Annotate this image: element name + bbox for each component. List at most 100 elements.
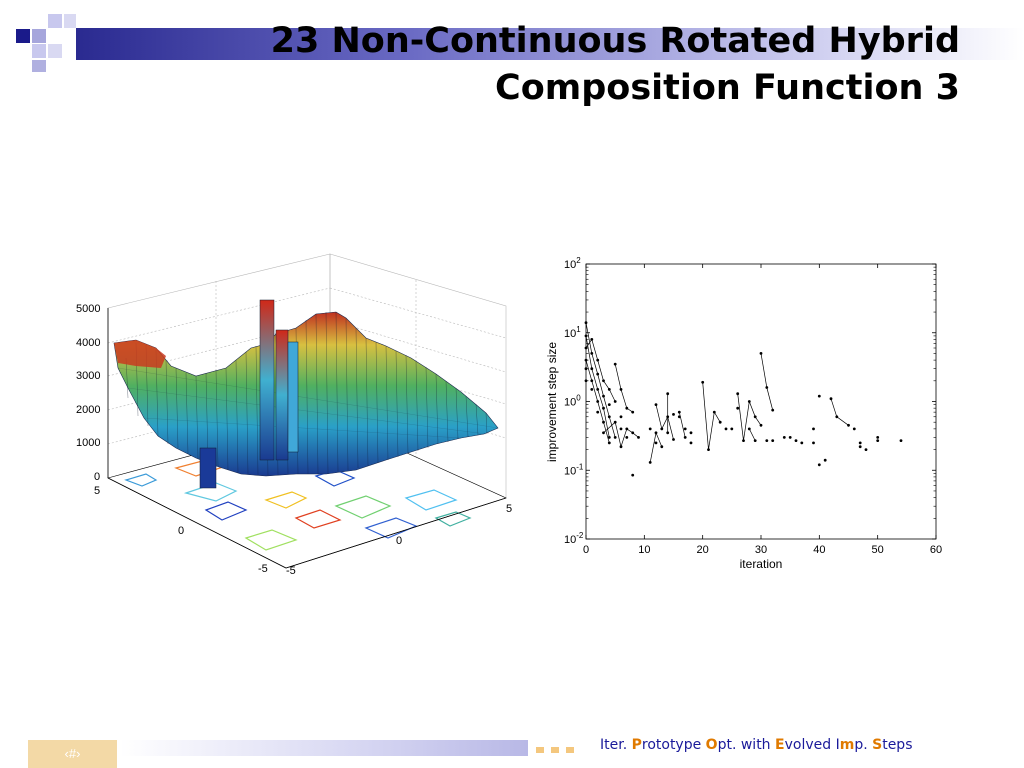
data-point <box>607 388 611 391</box>
data-point <box>596 410 600 414</box>
step-size-chart: 0 10 20 30 40 50 60 102 101 100 10-1 10-2 iteratio… <box>540 250 960 580</box>
data-point <box>689 441 693 445</box>
data-point <box>584 321 588 325</box>
y-tick-exponent: -2 <box>576 531 584 540</box>
data-point <box>648 427 652 431</box>
data-point <box>817 463 821 467</box>
data-point <box>736 406 740 410</box>
footer-band <box>120 740 528 756</box>
surface-spike <box>275 329 289 461</box>
z-tick-label: 5000 <box>76 303 100 315</box>
z-tick-label: 3000 <box>76 370 100 382</box>
data-point <box>584 334 588 338</box>
z-tick-label: 0 <box>94 471 100 483</box>
data-segment <box>585 322 616 438</box>
data-point <box>590 338 594 341</box>
data-point <box>613 400 617 403</box>
footer-text-part: I <box>835 737 840 753</box>
data-point <box>654 441 658 445</box>
data-point <box>765 386 769 389</box>
data-point <box>753 439 757 442</box>
data-point <box>637 436 640 439</box>
data-point <box>619 445 623 449</box>
data-point <box>858 441 862 445</box>
data-point <box>607 403 611 406</box>
data-point <box>584 379 588 383</box>
y-tick-label: 10-1 <box>564 462 584 477</box>
data-point <box>759 352 763 355</box>
surface-spike <box>259 299 275 461</box>
data-point <box>666 431 670 435</box>
data-point <box>899 439 903 442</box>
data-point <box>876 436 880 439</box>
data-point <box>683 427 687 431</box>
data-point <box>782 436 786 439</box>
contour-lines <box>124 459 472 551</box>
data-point <box>747 400 751 403</box>
data-point <box>590 367 594 371</box>
data-point <box>625 427 629 431</box>
data-point <box>602 420 605 424</box>
z-tick-label: 2000 <box>76 404 100 416</box>
y-tick-base: 10 <box>564 534 576 546</box>
slide-title: 23 Non-Continuous Rotated Hybrid Composi… <box>200 18 960 112</box>
deco-square <box>48 14 62 28</box>
y-tick-base: 10 <box>564 465 576 477</box>
x-tick-label: 20 <box>697 544 709 556</box>
x-ticks: 0 10 20 30 40 50 60 <box>583 264 942 556</box>
data-point <box>654 431 658 435</box>
surface-body <box>113 311 499 477</box>
plot-frame <box>585 263 937 540</box>
data-point <box>858 445 862 449</box>
data-point <box>631 410 635 414</box>
y-tick-label: 0 <box>396 535 402 547</box>
data-point <box>817 394 821 398</box>
x-tick-label: 10 <box>638 544 650 556</box>
x-tick-label: 5 <box>94 485 100 497</box>
data-segment <box>655 404 674 440</box>
data-point <box>672 438 675 441</box>
data-point <box>747 427 751 431</box>
data-point <box>712 410 716 414</box>
data-point <box>718 420 722 424</box>
data-point <box>590 379 594 383</box>
data-point <box>771 408 775 412</box>
data-point <box>654 403 658 406</box>
data-point <box>631 473 635 477</box>
data-point <box>812 441 815 445</box>
data-point <box>625 436 629 439</box>
y-tick-base: 10 <box>564 328 576 340</box>
deco-square <box>32 60 46 72</box>
data-point <box>753 415 757 419</box>
y-tick-exponent: 0 <box>576 394 581 403</box>
surface-spike <box>287 341 299 453</box>
data-point <box>596 358 600 362</box>
data-point <box>829 397 833 401</box>
footer-text-part: Iter. <box>600 737 632 753</box>
data-point <box>823 458 827 462</box>
deco-square <box>48 44 62 58</box>
y-tick-label: 10-2 <box>564 531 584 546</box>
y-tick-label: 102 <box>564 256 581 271</box>
data-point <box>625 406 629 410</box>
data-point <box>812 427 815 431</box>
x-tick-label: -5 <box>258 563 268 575</box>
footer-text-part: S <box>872 737 883 753</box>
surface-plot: 5000 4000 3000 2000 1000 0 5 0 -5 5 0 -5 <box>66 248 520 576</box>
data-point <box>596 400 600 403</box>
y-tick-exponent: 2 <box>576 256 581 265</box>
data-segment <box>585 338 616 402</box>
title-line-1: 23 Non-Continuous Rotated Hybrid <box>270 21 960 61</box>
data-point <box>666 392 670 396</box>
y-tick-label: 5 <box>506 503 512 515</box>
data-point <box>788 436 792 439</box>
data-point <box>800 441 804 445</box>
x-tick-label: 40 <box>813 544 825 556</box>
data-point <box>666 415 670 419</box>
x-axis-label: iteration <box>740 557 783 571</box>
z-tick-label: 1000 <box>76 437 100 449</box>
data-point <box>835 415 839 419</box>
data-point <box>876 439 880 442</box>
deco-square <box>32 44 46 58</box>
title-band <box>76 28 1024 60</box>
